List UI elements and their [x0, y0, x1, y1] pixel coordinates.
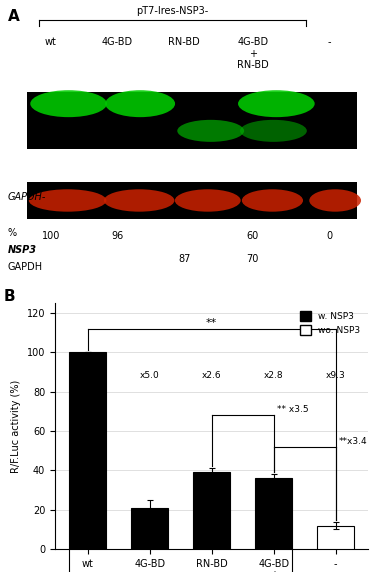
Text: B: B	[4, 289, 16, 304]
Text: 4G-BD: 4G-BD	[102, 37, 133, 47]
Bar	[69, 352, 106, 549]
Text: x2.6: x2.6	[202, 371, 221, 380]
Text: GAPDH-: GAPDH-	[8, 192, 46, 202]
Text: 4G-BD
+
RN-BD: 4G-BD + RN-BD	[237, 37, 269, 70]
Bar	[27, 182, 357, 219]
Ellipse shape	[309, 189, 361, 212]
Text: ** x3.5: ** x3.5	[277, 406, 309, 414]
Ellipse shape	[177, 120, 244, 142]
Bar	[27, 92, 357, 149]
Y-axis label: R/F.Luc activity (%): R/F.Luc activity (%)	[11, 379, 21, 473]
Text: 60: 60	[247, 231, 259, 241]
Text: 70: 70	[247, 254, 259, 264]
Bar	[255, 478, 292, 549]
Text: RN-BD: RN-BD	[169, 37, 200, 47]
Text: pT7-Ires-NSP3-: pT7-Ires-NSP3-	[136, 6, 209, 16]
Text: **x3.4: **x3.4	[339, 437, 367, 446]
Text: 96: 96	[111, 231, 124, 241]
Ellipse shape	[242, 189, 303, 212]
Text: NSP3: NSP3	[8, 245, 37, 255]
Bar	[131, 508, 168, 549]
Text: x2.8: x2.8	[264, 371, 283, 380]
Ellipse shape	[30, 90, 107, 117]
Ellipse shape	[238, 90, 315, 117]
Bar	[193, 472, 230, 549]
Text: 0: 0	[326, 231, 332, 241]
Legend: w. NSP3, wo. NSP3: w. NSP3, wo. NSP3	[297, 308, 364, 339]
Text: GAPDH: GAPDH	[8, 263, 43, 272]
Text: 87: 87	[178, 254, 191, 264]
Ellipse shape	[240, 120, 307, 142]
Text: x5.0: x5.0	[140, 371, 160, 380]
Text: x9.3: x9.3	[326, 371, 345, 380]
Text: -: -	[328, 37, 331, 47]
Bar	[317, 526, 354, 549]
Text: wt: wt	[45, 37, 57, 47]
Text: A: A	[8, 9, 20, 23]
Text: **: **	[206, 318, 217, 328]
Ellipse shape	[175, 189, 241, 212]
Ellipse shape	[104, 189, 174, 212]
Text: %: %	[8, 228, 17, 238]
Ellipse shape	[105, 90, 175, 117]
Text: 100: 100	[42, 231, 60, 241]
Ellipse shape	[29, 189, 106, 212]
